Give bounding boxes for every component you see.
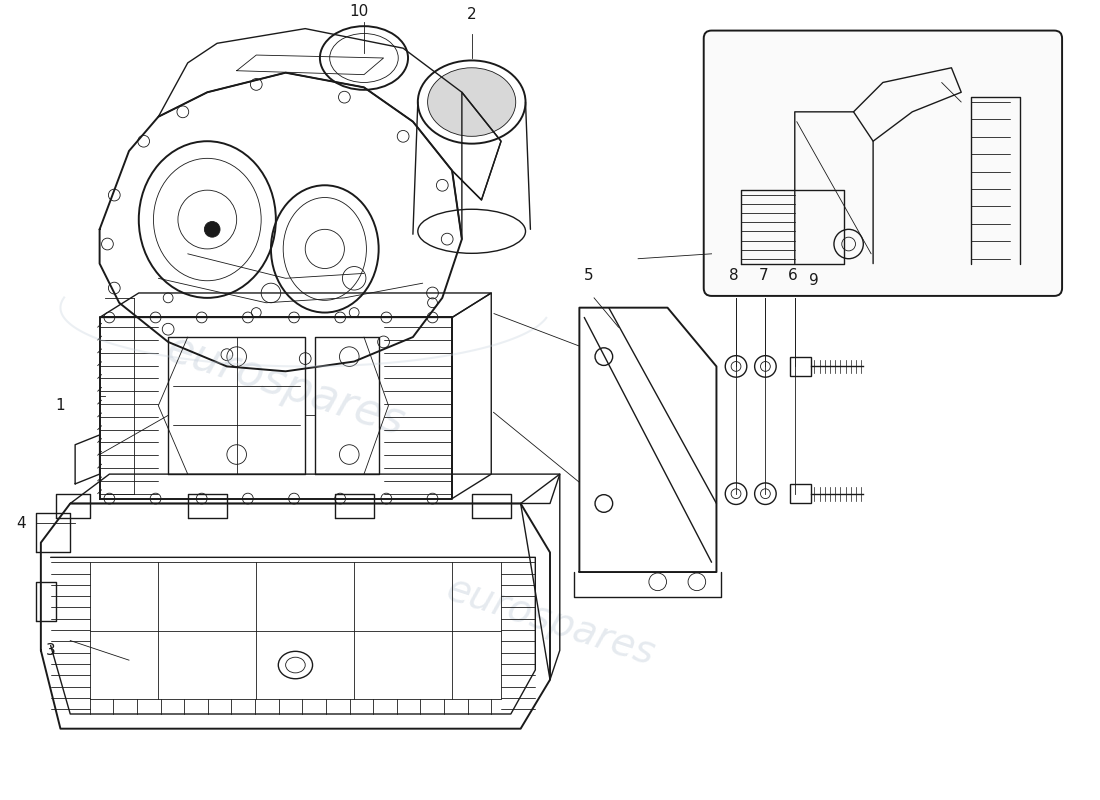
Bar: [790, 357, 812, 376]
Text: 10: 10: [350, 4, 368, 19]
Text: 8: 8: [729, 268, 739, 283]
Text: 7: 7: [759, 268, 768, 283]
FancyBboxPatch shape: [704, 30, 1063, 296]
Bar: [790, 484, 812, 503]
Text: eurospares: eurospares: [441, 570, 659, 673]
Text: 1: 1: [56, 398, 65, 413]
Text: 4: 4: [16, 515, 26, 530]
Circle shape: [205, 222, 220, 237]
Text: 5: 5: [584, 268, 594, 283]
Text: 9: 9: [810, 273, 820, 288]
Text: 6: 6: [788, 268, 798, 283]
Ellipse shape: [428, 68, 516, 136]
Text: 2: 2: [466, 6, 476, 22]
Text: 3: 3: [46, 643, 55, 658]
Text: eurospares: eurospares: [161, 327, 410, 445]
